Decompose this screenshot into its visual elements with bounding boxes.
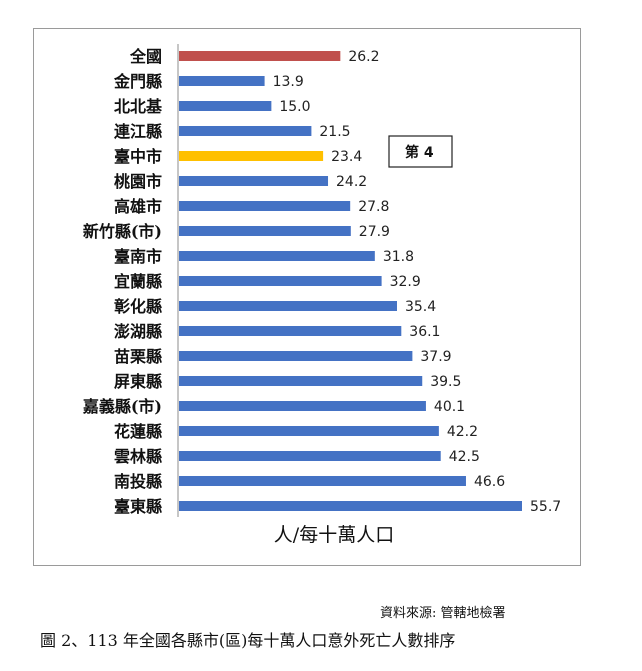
- category-label: 彰化縣: [114, 297, 162, 316]
- data-label: 36.1: [409, 324, 440, 340]
- rank-callout-box: [388, 135, 453, 168]
- category-label: 新竹縣(市): [83, 222, 162, 241]
- category-label: 金門縣: [113, 72, 162, 91]
- data-label: 27.9: [359, 224, 390, 240]
- bar: [179, 451, 441, 461]
- bar: [179, 376, 423, 386]
- bar: [179, 351, 413, 361]
- bar: [179, 76, 265, 86]
- data-label: 32.9: [390, 274, 421, 290]
- bar: [179, 226, 351, 236]
- data-label: 31.8: [383, 249, 414, 265]
- rank-callout: 第 4: [388, 135, 453, 168]
- bar: [179, 201, 351, 211]
- data-label: 13.9: [273, 74, 304, 90]
- category-label: 嘉義縣(市): [82, 397, 162, 416]
- rank-callout-text: 第 4: [405, 144, 434, 161]
- bar: [179, 176, 329, 186]
- category-label: 北北基: [114, 97, 163, 116]
- data-label: 42.2: [447, 424, 478, 440]
- bar: [179, 426, 439, 436]
- data-label: 24.2: [336, 174, 367, 190]
- category-label: 連江縣: [114, 122, 162, 141]
- data-label: 46.6: [474, 474, 505, 490]
- category-label: 高雄市: [114, 197, 162, 216]
- category-label: 宜蘭縣: [114, 272, 162, 291]
- category-label: 臺東縣: [114, 497, 162, 516]
- data-label: 40.1: [434, 399, 465, 415]
- data-label: 55.7: [530, 499, 561, 515]
- data-label: 23.4: [331, 149, 362, 165]
- category-label: 全國: [129, 47, 162, 66]
- data-label: 21.5: [319, 124, 350, 140]
- bar: [179, 476, 466, 486]
- source-note: 資料來源: 管轄地檢署: [380, 606, 506, 621]
- bar: [179, 401, 426, 411]
- data-label: 37.9: [420, 349, 451, 365]
- bar: [179, 101, 272, 111]
- category-label: 臺南市: [114, 247, 162, 266]
- figure-caption: 圖 2、113 年全國各縣市(區)每十萬人口意外死亡人數排序: [40, 631, 456, 650]
- bar: [179, 151, 324, 161]
- bar: [179, 301, 397, 311]
- category-label: 雲林縣: [114, 447, 162, 466]
- data-label: 39.5: [430, 374, 461, 390]
- category-label: 桃園市: [114, 172, 162, 191]
- data-label: 35.4: [405, 299, 436, 315]
- category-label: 臺中市: [114, 147, 162, 166]
- bar: [179, 276, 382, 286]
- bar: [179, 326, 402, 336]
- chart-frame: 全國 26.2 金門縣 13.9 北北基 15.0 連江縣 21.5 臺中市 23.4 桃園市 24.…: [33, 28, 581, 566]
- x-axis-label: 人/每十萬人口: [274, 524, 394, 546]
- data-label: 15.0: [279, 99, 310, 115]
- bar: [179, 251, 375, 261]
- category-label: 南投縣: [114, 472, 162, 491]
- data-label: 42.5: [449, 449, 480, 465]
- category-label: 花蓮縣: [114, 422, 162, 441]
- category-label: 澎湖縣: [114, 322, 162, 341]
- category-label: 屏東縣: [114, 372, 162, 391]
- bars-layer: 全國 26.2 金門縣 13.9 北北基 15.0 連江縣 21.5 臺中市 23.4 桃園市 24.…: [82, 47, 561, 516]
- bar: [179, 501, 522, 511]
- data-label: 27.8: [358, 199, 389, 215]
- data-label: 26.2: [348, 49, 379, 65]
- bar: [179, 51, 341, 61]
- category-label: 苗栗縣: [114, 347, 162, 366]
- bar: [179, 126, 312, 136]
- bar-chart: 全國 26.2 金門縣 13.9 北北基 15.0 連江縣 21.5 臺中市 23.4 桃園市 24.…: [82, 44, 561, 546]
